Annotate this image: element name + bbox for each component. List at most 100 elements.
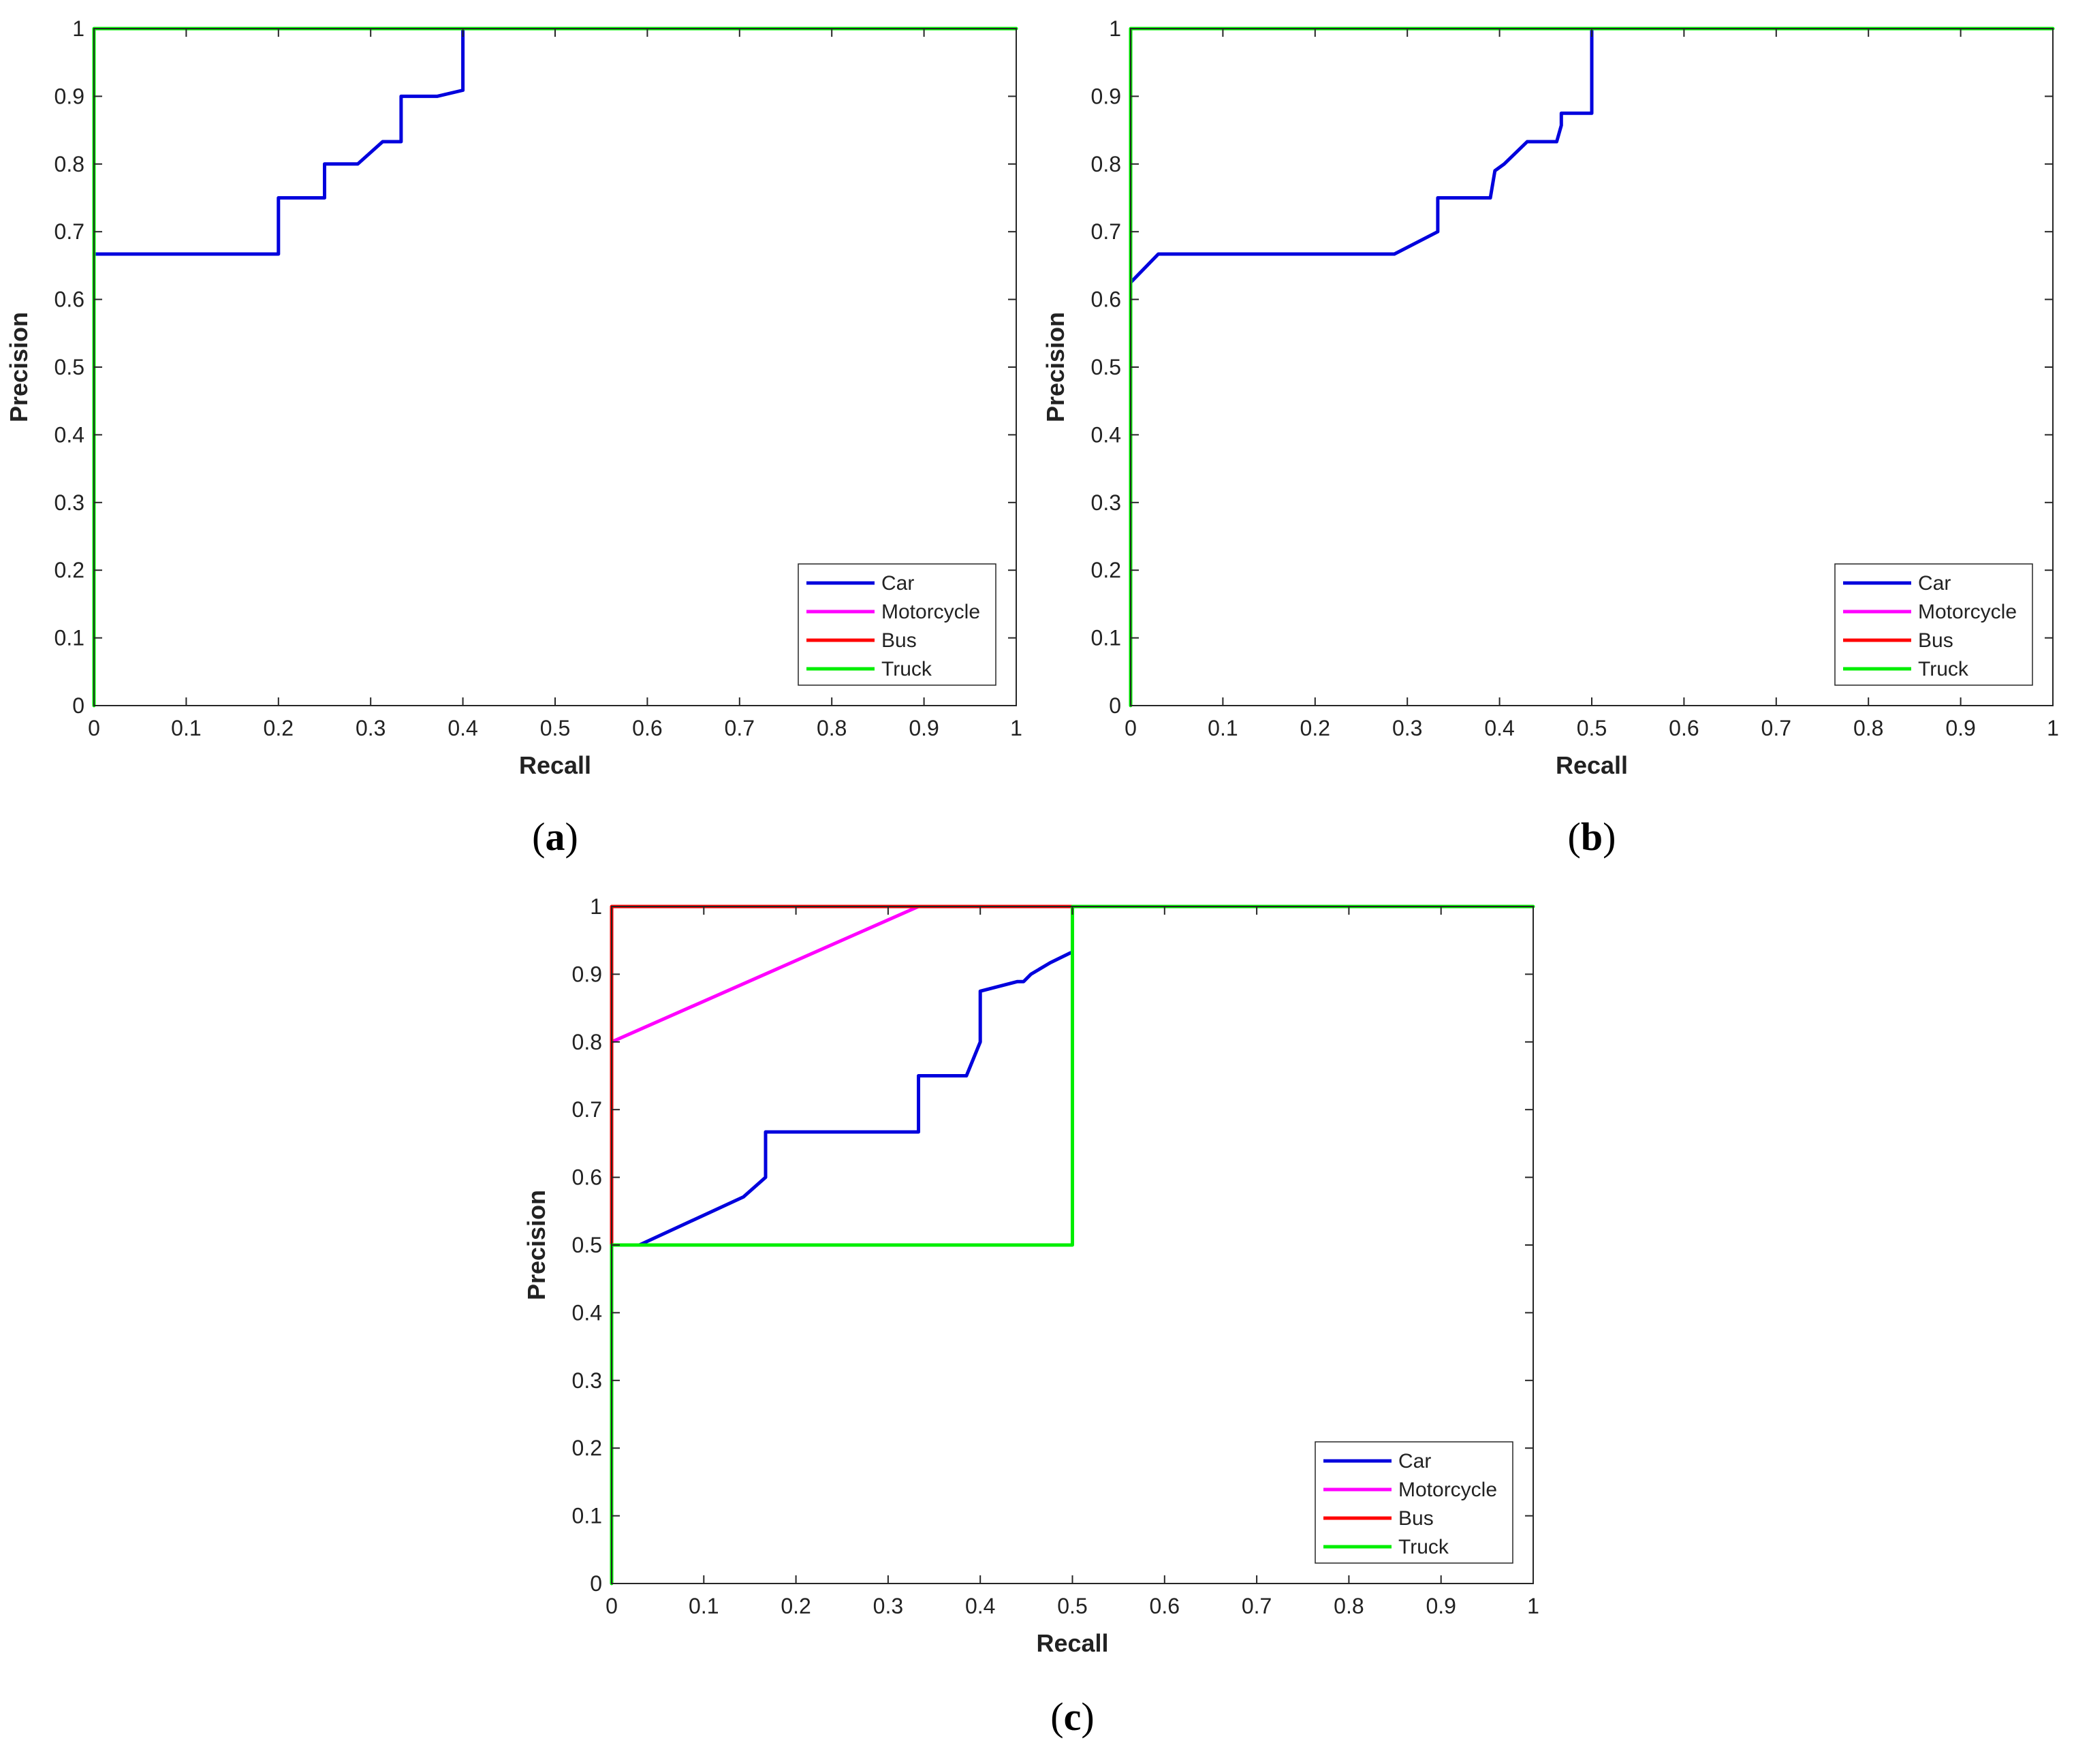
chart-c-y-tick-label: 0.8 [572,1030,602,1054]
chart-c-x-tick-label: 0.9 [1426,1594,1456,1618]
chart-a-x-tick-label: 0.3 [356,716,386,740]
chart-b-y-tick-label: 0.4 [1091,422,1121,447]
chart-b-y-tick-label: 0.6 [1091,287,1121,312]
chart-c-x-tick-label: 0.1 [689,1594,719,1618]
chart-a-legend-label-truck: Truck [881,658,932,680]
chart-b-legend: Car Motorcycle Bus Truck [1834,563,2033,686]
chart-b-legend-label-truck: Truck [1918,658,1969,680]
chart-a-legend-label-motorcycle: Motorcycle [881,601,980,623]
chart-b-x-axis-title: Recall [1556,751,1628,779]
chart-a-y-tick-label: 0.4 [54,422,84,447]
chart-b: 0 0.1 0.2 0.3 0.4 0.5 0.6 0.7 0.8 0.9 1 0 0.1 0.2 0.3 0… [1041,16,2059,859]
chart-c-legend-label-bus: Bus [1398,1507,1434,1530]
chart-b-caption: (b) [1568,815,1616,859]
chart-a-caption-letter: a [546,815,565,859]
chart-c-x-tick-label: 0.5 [1057,1594,1087,1618]
chart-b-x-tick-label: 1 [2047,716,2059,740]
chart-b-x-tick-label: 0.9 [1945,716,1975,740]
chart-c-y-axis-title: Precision [522,1190,550,1300]
chart-a-y-tick-label: 0.6 [54,287,84,312]
chart-b-legend-label-bus: Bus [1918,629,1953,652]
chart-b-axes-box [1130,28,2054,706]
chart-c-y-tick-label: 0.2 [572,1436,602,1460]
chart-a-x-tick-label: 0.7 [725,716,755,740]
chart-a-x-tick-label: 0.8 [817,716,847,740]
chart-a-y-tick-label: 0.2 [54,558,84,582]
chart-c-y-tick-label: 0.4 [572,1300,602,1325]
chart-b-x-tick-label: 0.5 [1577,716,1607,740]
chart-c: 0 0.1 0.2 0.3 0.4 0.5 0.6 0.7 0.8 0.9 1 0 0.1 0.2 0.3 0… [522,894,1539,1739]
chart-a-x-tick-label: 0.1 [171,716,201,740]
chart-b-y-tick-label: 0.9 [1091,84,1121,108]
chart-a-x-tick-label: 1 [1010,716,1022,740]
chart-b-legend-label-motorcycle: Motorcycle [1918,601,2017,623]
chart-b-ticks: 0 0.1 0.2 0.3 0.4 0.5 0.6 0.7 0.8 0.9 1 0 0.1 0.2 0.3 0… [1091,16,2059,740]
chart-a-x-tick-label: 0.2 [264,716,294,740]
chart-c-y-tick-label: 0.9 [572,962,602,986]
chart-a-legend: Car Motorcycle Bus Truck [798,563,996,686]
chart-a-y-tick-label: 0.9 [54,84,84,108]
chart-a-y-tick-label: 0.5 [54,355,84,379]
chart-a-x-tick-label: 0.5 [540,716,570,740]
chart-a-x-tick-label: 0.6 [632,716,662,740]
chart-c-x-axis-title: Recall [1036,1629,1108,1657]
chart-b-x-tick-label: 0.1 [1208,716,1238,740]
chart-a-x-axis-title: Recall [519,751,591,779]
chart-c-x-tick-label: 0.3 [873,1594,903,1618]
chart-c-series-bus [610,904,1074,1247]
chart-c-x-tick-label: 0 [606,1594,618,1618]
chart-a-y-tick-label: 0.3 [54,490,84,515]
chart-a-x-tick-label: 0 [88,716,100,740]
chart-c-y-tick-label: 1 [590,894,602,919]
chart-c-ticks: 0 0.1 0.2 0.3 0.4 0.5 0.6 0.7 0.8 0.9 1 0 0.1 0.2 0.3 0… [572,894,1539,1618]
chart-c-x-tick-label: 0.6 [1150,1594,1180,1618]
chart-b-series-car [1129,27,1594,285]
chart-c-legend-label-truck: Truck [1398,1536,1449,1558]
chart-b-y-tick-label: 0.3 [1091,490,1121,515]
chart-a-y-tick-label: 1 [72,16,84,41]
chart-c-y-tick-label: 0.6 [572,1165,602,1190]
chart-b-legend-label-car: Car [1918,572,1951,595]
chart-a-axes-box [93,28,1017,706]
chart-b-y-tick-label: 0.8 [1091,152,1121,176]
chart-b-y-tick-label: 0.7 [1091,219,1121,244]
chart-a-y-axis-title: Precision [5,312,33,422]
chart-a-y-tick-label: 0.8 [54,152,84,176]
chart-a-legend-label-bus: Bus [881,629,917,652]
chart-c-caption: (c) [1050,1695,1094,1739]
chart-b-x-tick-label: 0.2 [1300,716,1330,740]
chart-c-caption-letter: c [1064,1695,1082,1739]
chart-c-series-motorcycle [610,904,920,1044]
chart-a-caption: (a) [532,815,578,859]
chart-c-x-tick-label: 0.8 [1334,1594,1364,1618]
chart-b-x-tick-label: 0.6 [1669,716,1699,740]
chart-a-legend-label-car: Car [881,572,914,595]
chart-c-x-tick-label: 0.4 [965,1594,995,1618]
chart-b-x-tick-label: 0.8 [1853,716,1883,740]
chart-b-y-tick-label: 0.2 [1091,558,1121,582]
chart-b-y-tick-label: 0.1 [1091,626,1121,650]
chart-c-y-tick-label: 0 [590,1571,602,1596]
chart-c-y-tick-label: 0.1 [572,1504,602,1528]
chart-a-series-car [92,27,465,256]
chart-b-caption-letter: b [1581,815,1603,859]
chart-c-y-tick-label: 0.3 [572,1368,602,1393]
chart-b-y-axis-title: Precision [1041,312,1069,422]
chart-c-legend-label-motorcycle: Motorcycle [1398,1479,1497,1501]
chart-c-x-tick-label: 1 [1527,1594,1539,1618]
chart-c-x-tick-label: 0.2 [781,1594,811,1618]
chart-b-x-tick-label: 0 [1125,716,1137,740]
chart-a: 0 0.1 0.2 0.3 0.4 0.5 0.6 0.7 0.8 0.9 1 0 0.1 0.2 0.3 0… [5,16,1022,859]
chart-c-y-tick-label: 0.7 [572,1097,602,1122]
chart-a-x-tick-label: 0.4 [447,716,477,740]
chart-b-x-tick-label: 0.7 [1761,716,1791,740]
chart-c-series-car [638,943,1074,1247]
chart-a-ticks: 0 0.1 0.2 0.3 0.4 0.5 0.6 0.7 0.8 0.9 1 0 0.1 0.2 0.3 0… [54,16,1022,740]
chart-b-y-tick-label: 1 [1109,16,1121,41]
chart-a-x-tick-label: 0.9 [909,716,939,740]
chart-a-y-tick-label: 0 [72,693,84,718]
chart-c-legend: Car Motorcycle Bus Truck [1315,1441,1513,1564]
chart-c-axes-box [611,906,1534,1584]
chart-c-legend-label-car: Car [1398,1450,1431,1472]
